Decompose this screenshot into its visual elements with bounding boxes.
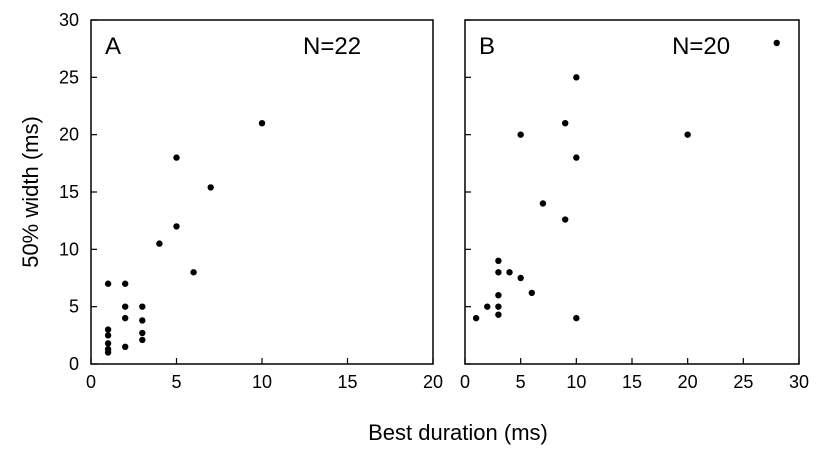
data-point [562, 120, 569, 127]
data-point [573, 314, 580, 322]
data-point [104, 332, 112, 339]
y-tick-label: 25 [59, 67, 79, 87]
data-point [139, 336, 146, 344]
data-point [190, 269, 197, 276]
data-point [104, 326, 112, 333]
x-tick-label: 15 [337, 372, 357, 392]
data-point [173, 154, 180, 161]
x-tick-label: 20 [423, 372, 443, 392]
x-tick-label: 10 [566, 372, 586, 392]
panel-letter: B [479, 33, 495, 60]
data-point [562, 216, 569, 223]
data-point [122, 343, 129, 350]
data-point [528, 289, 535, 297]
y-tick-label: 5 [69, 297, 79, 317]
x-tick-label: 25 [733, 372, 753, 392]
data-point [495, 257, 502, 264]
plot-frame [464, 19, 800, 365]
x-tick-label: 30 [789, 372, 809, 392]
data-point [573, 154, 580, 161]
x-tick-label: 5 [516, 372, 526, 392]
x-tick-label: 20 [678, 372, 698, 392]
data-point [495, 311, 502, 318]
y-axis-title: 50% width (ms) [18, 116, 43, 268]
x-axis-title: Best duration (ms) [368, 420, 548, 445]
x-tick-label: 5 [171, 372, 181, 392]
panel-b: 0 5 10 15 20 25 30 B N=20 [460, 19, 809, 392]
data-point [122, 303, 129, 310]
x-tick-label: 15 [622, 372, 642, 392]
data-point [472, 314, 480, 322]
panel-letter: A [105, 33, 121, 60]
y-tick-label: 30 [59, 10, 79, 30]
data-point [104, 345, 112, 353]
data-point [104, 340, 112, 347]
y-tick-label: 0 [69, 354, 79, 374]
data-point [684, 131, 691, 138]
x-tick-label: 10 [252, 372, 272, 392]
data-point [495, 303, 502, 310]
data-point [517, 131, 524, 138]
data-point [506, 269, 513, 276]
x-tick-label: 0 [86, 372, 96, 392]
data-point [573, 74, 580, 81]
data-point [495, 292, 502, 299]
data-point [139, 329, 146, 337]
sample-size-annotation: N=20 [672, 33, 730, 60]
data-point [207, 184, 214, 191]
data-point [495, 269, 502, 276]
data-point [258, 120, 266, 127]
data-point [484, 303, 491, 310]
y-tick-label: 20 [59, 125, 79, 145]
y-tick-label: 10 [59, 239, 79, 259]
data-point [122, 280, 129, 287]
sample-size-annotation: N=22 [303, 33, 361, 60]
data-point [104, 280, 112, 287]
data-point [156, 240, 163, 247]
y-tick-label: 15 [59, 182, 79, 202]
data-point [173, 223, 180, 230]
data-point [517, 274, 524, 282]
data-point [122, 314, 129, 322]
plot-frame [90, 19, 434, 365]
data-point [539, 200, 547, 207]
x-tick-label: 0 [460, 372, 470, 392]
data-point [139, 303, 146, 310]
data-point [139, 317, 146, 324]
panel-a: 0 5 10 15 20 0 5 10 15 20 25 30 A N=22 [59, 10, 443, 392]
data-point [773, 39, 780, 47]
